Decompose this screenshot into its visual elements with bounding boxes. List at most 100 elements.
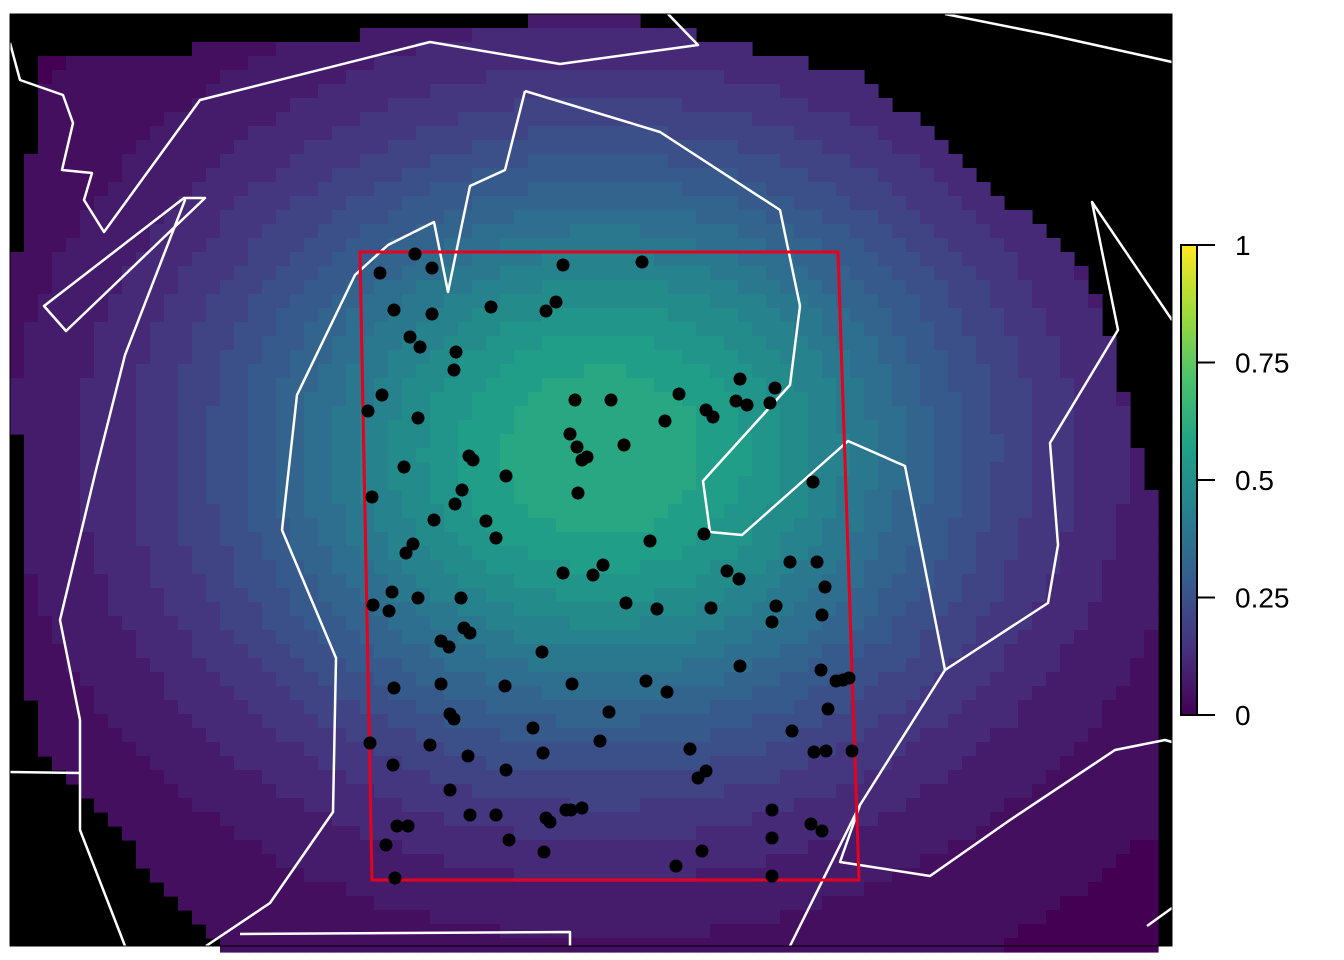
heatmap-cell [1004,588,1019,603]
heatmap-cell [850,518,865,533]
heatmap-cell [822,476,837,491]
heatmap-cell [920,196,935,211]
heatmap-cell [850,910,865,925]
heatmap-cell [528,126,543,141]
heatmap-cell [724,672,739,687]
heatmap-cell [164,112,179,127]
heatmap-cell [542,532,557,547]
heatmap-cell [864,742,879,757]
heatmap-cell [584,854,599,869]
heatmap-cell [1004,280,1019,295]
heatmap-cell [234,938,249,953]
heatmap-cell [276,378,291,393]
heatmap-cell [920,840,935,855]
heatmap-cell [570,756,585,771]
heatmap-cell [486,336,501,351]
data-point [363,736,377,750]
heatmap-cell [598,210,613,225]
heatmap-cell [220,112,235,127]
heatmap-cell [878,910,893,925]
heatmap-cell [710,728,725,743]
heatmap-cell [416,812,431,827]
heatmap-cell [528,98,543,113]
heatmap-cell [206,364,221,379]
heatmap-cell [668,448,683,463]
heatmap-cell [374,812,389,827]
heatmap-cell [1144,700,1159,715]
heatmap-cell [906,616,921,631]
heatmap-cell [388,728,403,743]
heatmap-cell [864,476,879,491]
heatmap-cell [486,280,501,295]
heatmap-cell [612,350,627,365]
heatmap-cell [1060,672,1075,687]
heatmap-cell [514,182,529,197]
heatmap-cell [38,252,53,267]
heatmap-cell [514,756,529,771]
heatmap-cell [976,532,991,547]
heatmap-cell [612,98,627,113]
heatmap-cell [542,700,557,715]
heatmap-cell [430,546,445,561]
heatmap-cell [290,756,305,771]
heatmap-cell [346,504,361,519]
heatmap-cell [1046,574,1061,589]
heatmap-cell [66,98,81,113]
heatmap-cell [38,742,53,757]
heatmap-cell [304,476,319,491]
heatmap-cell [234,784,249,799]
heatmap-cell [430,840,445,855]
data-point [556,566,570,580]
heatmap-cell [192,350,207,365]
heatmap-cell [192,490,207,505]
heatmap-cell [682,196,697,211]
heatmap-cell [626,854,641,869]
heatmap-cell [136,182,151,197]
heatmap-cell [738,616,753,631]
heatmap-cell [486,686,501,701]
heatmap-cell [220,826,235,841]
heatmap-cell [24,294,39,309]
heatmap-cell [24,546,39,561]
heatmap-cell [206,322,221,337]
heatmap-cell [878,728,893,743]
heatmap-cell [38,560,53,575]
heatmap-cell [192,686,207,701]
heatmap-cell [388,742,403,757]
heatmap-cell [528,210,543,225]
heatmap-cell [136,644,151,659]
heatmap-cell [276,812,291,827]
data-point [769,599,783,613]
heatmap-cell [402,924,417,939]
heatmap-cell [444,798,459,813]
heatmap-cell [248,196,263,211]
heatmap-cell [612,672,627,687]
heatmap-cell [878,504,893,519]
heatmap-cell [640,112,655,127]
heatmap-cell [1032,504,1047,519]
heatmap-cell [696,574,711,589]
heatmap-cell [108,770,123,785]
heatmap-cell [500,742,515,757]
heatmap-cell [38,476,53,491]
heatmap-cell [710,364,725,379]
heatmap-cell [514,714,529,729]
heatmap-cell [780,518,795,533]
heatmap-cell [542,112,557,127]
heatmap-cell [724,42,739,57]
heatmap-cell [962,336,977,351]
heatmap-cell [892,154,907,169]
heatmap-cell [654,812,669,827]
heatmap-cell [318,140,333,155]
heatmap-cell [374,406,389,421]
heatmap-cell [1074,350,1089,365]
heatmap-cell [220,560,235,575]
heatmap-cell [822,448,837,463]
heatmap-cell [122,518,137,533]
heatmap-cell [584,364,599,379]
heatmap-cell [472,434,487,449]
heatmap-cell [430,924,445,939]
heatmap-cell [1046,826,1061,841]
heatmap-cell [990,210,1005,225]
heatmap-cell [570,84,585,99]
